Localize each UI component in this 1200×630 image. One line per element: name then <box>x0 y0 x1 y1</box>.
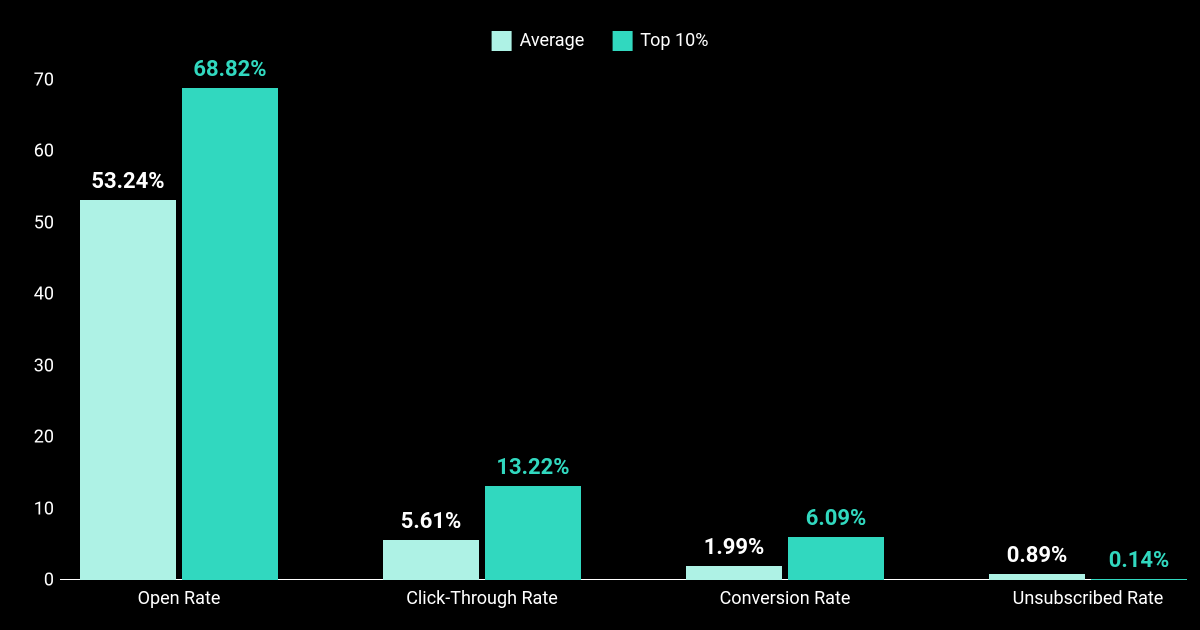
bar-group: 53.24%68.82%Open Rate <box>80 57 278 580</box>
legend-item-top10: Top 10% <box>612 30 708 51</box>
bar-value-label: 1.99% <box>704 535 765 560</box>
bar-average: 5.61% <box>383 509 479 580</box>
bar-group: 1.99%6.09%Conversion Rate <box>686 506 884 581</box>
bar-average: 0.89% <box>989 543 1085 580</box>
legend-label-average: Average <box>520 30 585 51</box>
x-axis-label: Open Rate <box>138 588 221 609</box>
chart-container: Average Top 10% 01020304050607053.24%68.… <box>0 0 1200 630</box>
x-axis-label: Click-Through Rate <box>406 588 558 609</box>
bar-average: 53.24% <box>80 169 176 580</box>
bar <box>989 574 1085 580</box>
x-axis-label: Unsubscribed Rate <box>1013 588 1164 609</box>
y-axis-tick: 40 <box>26 284 54 305</box>
bar <box>686 566 782 580</box>
bar-value-label: 13.22% <box>496 455 569 480</box>
bar-top10: 6.09% <box>788 506 884 581</box>
legend-label-top10: Top 10% <box>640 30 708 51</box>
y-axis-tick: 70 <box>26 70 54 91</box>
bar <box>182 88 278 580</box>
bar-value-label: 6.09% <box>806 506 867 531</box>
bar <box>1091 579 1187 580</box>
legend-item-average: Average <box>492 30 585 51</box>
bar-group: 0.89%0.14%Unsubscribed Rate <box>989 543 1187 580</box>
bar <box>80 200 176 580</box>
bar-top10: 68.82% <box>182 57 278 580</box>
bar-value-label: 53.24% <box>91 169 164 194</box>
y-axis-tick: 20 <box>26 427 54 448</box>
y-axis-tick: 50 <box>26 212 54 233</box>
bar-value-label: 0.89% <box>1007 543 1068 568</box>
y-axis-tick: 60 <box>26 141 54 162</box>
bar <box>485 486 581 580</box>
bar-top10: 13.22% <box>485 455 581 580</box>
y-axis-tick: 30 <box>26 355 54 376</box>
plot-area: 01020304050607053.24%68.82%Open Rate5.61… <box>60 80 1180 580</box>
legend-swatch-top10 <box>612 31 632 51</box>
y-axis-tick: 0 <box>26 570 54 591</box>
bar-value-label: 68.82% <box>193 57 266 82</box>
bar-group: 5.61%13.22%Click-Through Rate <box>383 455 581 580</box>
legend-swatch-average <box>492 31 512 51</box>
bar-top10: 0.14% <box>1091 548 1187 580</box>
bar <box>383 540 479 580</box>
legend: Average Top 10% <box>492 30 709 51</box>
x-axis-label: Conversion Rate <box>720 588 851 609</box>
bar <box>788 537 884 581</box>
y-axis-tick: 10 <box>26 498 54 519</box>
bar-value-label: 0.14% <box>1109 548 1170 573</box>
bar-average: 1.99% <box>686 535 782 580</box>
bar-value-label: 5.61% <box>401 509 462 534</box>
